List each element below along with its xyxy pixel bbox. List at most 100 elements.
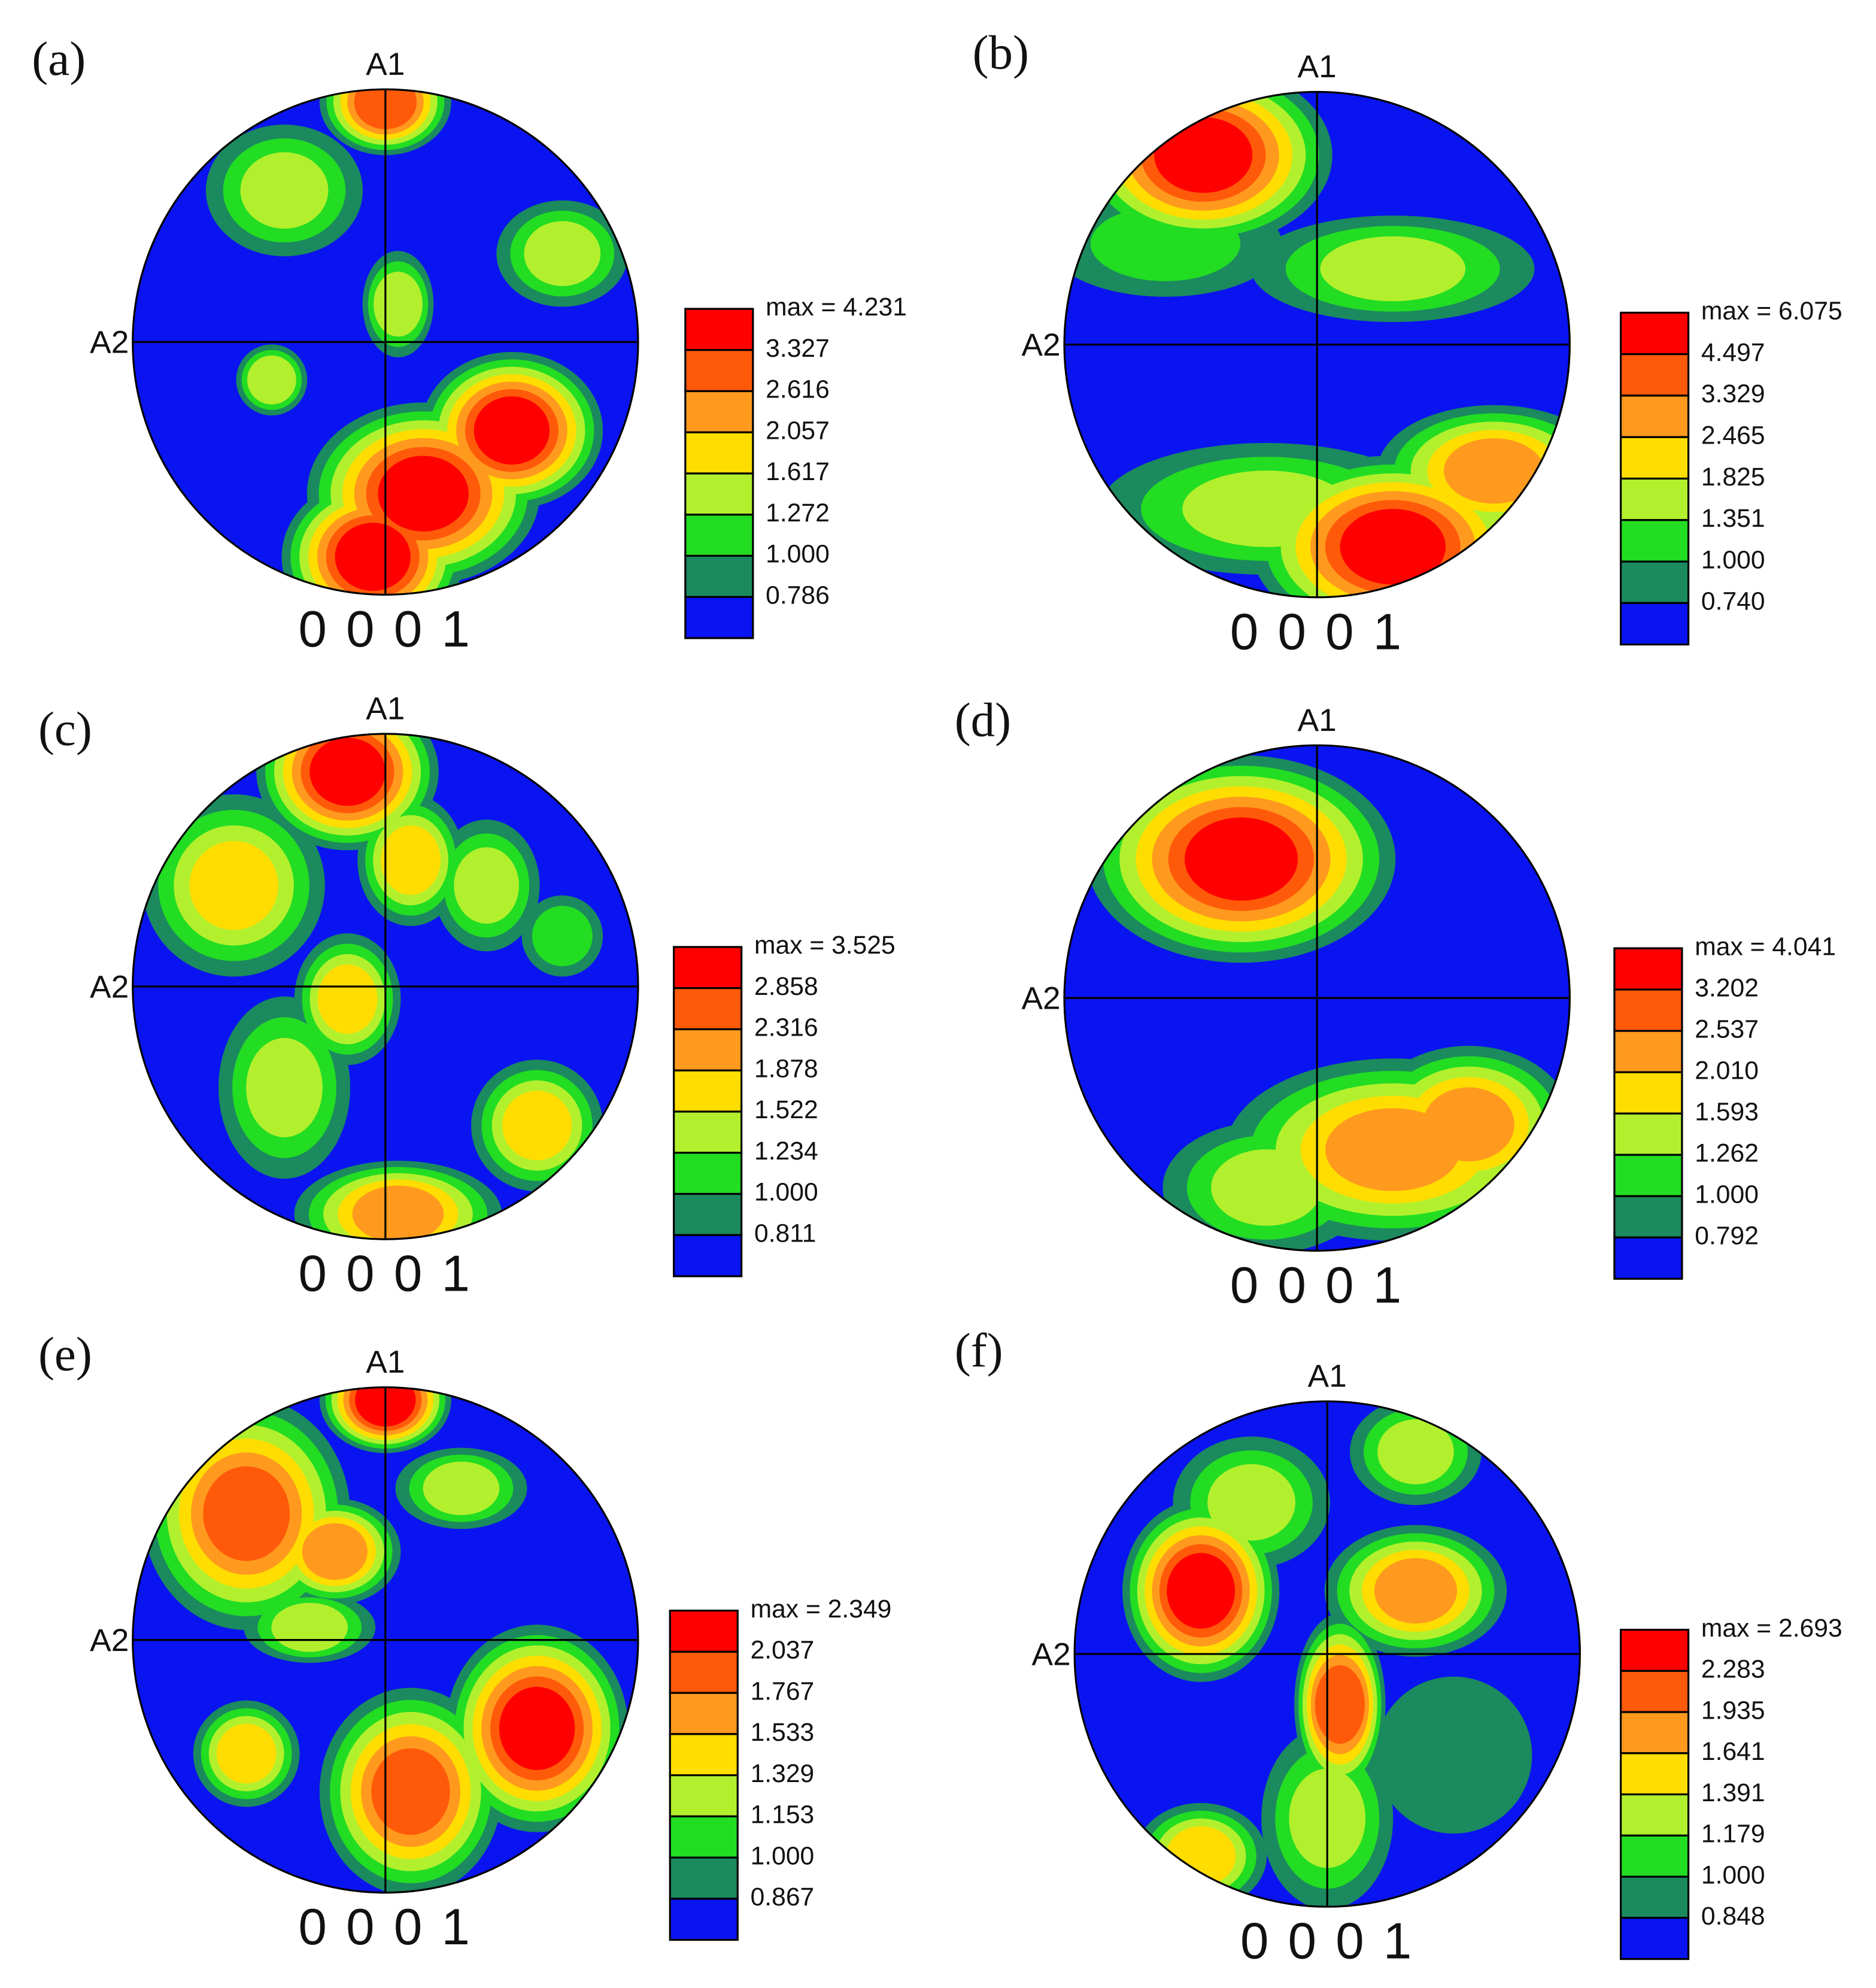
legend-level: 2.010 [1695, 1056, 1759, 1085]
contour-region [1315, 1665, 1365, 1744]
legend-max: max = 4.041 [1695, 932, 1836, 961]
legend-swatch [1620, 311, 1690, 356]
left-axis-label: A2 [1021, 981, 1060, 1016]
legend-max: max = 6.075 [1701, 297, 1842, 326]
contour-region [1167, 1553, 1236, 1629]
legend-level: 1.767 [751, 1677, 815, 1705]
contour-region [374, 271, 423, 337]
legend-swatch [1620, 560, 1690, 604]
legend-swatch [684, 308, 754, 351]
legend-swatch [1613, 1030, 1683, 1073]
contour-region [454, 847, 519, 924]
legend-level: 1.391 [1701, 1778, 1765, 1807]
left-axis-label: A2 [1032, 1637, 1071, 1672]
legend: max = 3.525 2.858 2.316 1.878 1.522 1.234 1.00… [673, 931, 895, 1277]
legend-max: max = 2.349 [751, 1595, 892, 1623]
legend-level: 1.593 [1695, 1097, 1759, 1126]
legend-level: 1.272 [766, 499, 830, 527]
panel-label: (d) [955, 693, 1011, 747]
legend-swatch [1620, 436, 1690, 480]
contour-region [189, 840, 278, 930]
contour-region [1211, 1149, 1322, 1226]
pole-figure-panel: (d) A1 A2 0 0 0 1 max = 4.041 3.202 2.537 2.010… [955, 693, 1836, 1314]
panel-label: (f) [955, 1324, 1003, 1377]
top-axis-label: A1 [1308, 1359, 1347, 1394]
legend-level: 2.858 [754, 972, 818, 1001]
legend-level: 2.616 [766, 375, 830, 404]
contour-region [302, 1523, 368, 1580]
legend-level: 1.000 [1701, 1860, 1765, 1889]
legend-swatch [673, 1192, 743, 1236]
legend-level: 0.792 [1695, 1221, 1759, 1250]
legend: max = 2.349 2.037 1.767 1.533 1.329 1.153 1.00… [669, 1595, 892, 1941]
legend-swatch [684, 472, 754, 516]
legend: max = 4.231 3.327 2.616 2.057 1.617 1.272 1.00… [684, 293, 907, 639]
legend-level: 1.262 [1695, 1139, 1759, 1167]
legend-level: 3.202 [1695, 973, 1759, 1002]
legend-level: 1.153 [751, 1801, 815, 1829]
legend-level: 2.537 [1695, 1015, 1759, 1043]
legend-swatch [1613, 947, 1683, 991]
legend-swatch [684, 349, 754, 393]
legend-level: 1.000 [766, 540, 830, 569]
legend-swatch [669, 1650, 739, 1694]
legend-swatch [1613, 1154, 1683, 1197]
legend-level: 2.283 [1701, 1655, 1765, 1684]
left-axis-label: A2 [90, 1623, 129, 1658]
pole-figure-panel: (a) A1 A2 0 0 0 1 max = 4.231 3.327 2.616 2.057… [32, 32, 907, 658]
legend-level: 1.935 [1701, 1696, 1765, 1725]
top-axis-label: A1 [1298, 703, 1337, 738]
contour-region [317, 964, 378, 1034]
legend-swatch [1620, 519, 1690, 563]
legend-swatch [669, 1815, 739, 1859]
legend-swatch [669, 1856, 739, 1900]
left-axis-label: A2 [90, 325, 129, 360]
legend-max: max = 4.231 [766, 293, 907, 321]
top-axis-label: A1 [366, 1344, 405, 1380]
legend-level: 1.641 [1701, 1737, 1765, 1766]
legend-level: 1.522 [754, 1095, 818, 1124]
contour-region [352, 1185, 444, 1240]
contour-region [1184, 817, 1298, 901]
legend-swatch [669, 1733, 739, 1777]
contour-region [502, 1091, 572, 1161]
legend-swatch [1620, 1917, 1690, 1960]
contour-region [271, 1602, 348, 1652]
contour-region [1375, 1676, 1532, 1834]
pole-label: 0 0 0 1 [299, 1899, 473, 1956]
legend-swatch [1613, 1071, 1683, 1115]
legend-swatch [673, 946, 743, 990]
legend-level: 1.351 [1701, 504, 1765, 533]
legend-level: 1.329 [751, 1759, 815, 1788]
pole-label: 0 0 0 1 [1230, 1257, 1404, 1314]
legend-level: 1.179 [1701, 1820, 1765, 1849]
legend-level: 3.327 [766, 334, 830, 363]
legend-swatch [673, 1028, 743, 1072]
contour-region [524, 221, 601, 286]
contour-region [1320, 236, 1466, 302]
legend-swatch [684, 514, 754, 557]
panel-label: (b) [973, 26, 1029, 80]
contour-region [381, 825, 441, 896]
legend-level: 2.057 [766, 416, 830, 445]
left-axis-label: A2 [90, 969, 129, 1004]
legend: max = 2.693 2.283 1.935 1.641 1.391 1.179 1.00… [1620, 1614, 1842, 1960]
legend-swatch [1613, 1236, 1683, 1280]
legend-swatch [669, 1898, 739, 1941]
contour-region [378, 456, 469, 532]
legend-max: max = 3.525 [754, 931, 895, 960]
legend-level: 0.848 [1701, 1902, 1765, 1931]
pole-label: 0 0 0 1 [299, 601, 473, 658]
legend-level: 1.825 [1701, 463, 1765, 491]
panel-label: (e) [38, 1327, 92, 1381]
pole-label: 0 0 0 1 [1240, 1913, 1414, 1970]
legend-swatch [1620, 1628, 1690, 1672]
contour-region [309, 737, 385, 806]
contour-region [246, 1037, 323, 1137]
pole-label: 0 0 0 1 [299, 1246, 473, 1303]
legend-swatch [1613, 1112, 1683, 1156]
legend-swatch [669, 1774, 739, 1817]
legend-level: 1.533 [751, 1718, 815, 1747]
